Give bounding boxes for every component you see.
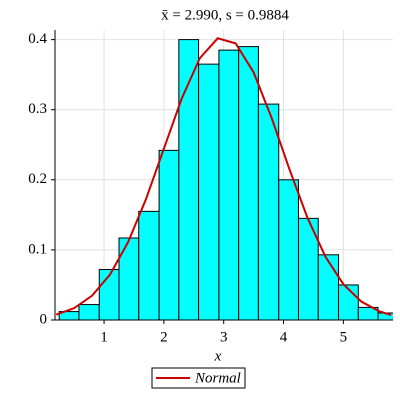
y-tick-label: 0.2 (28, 171, 47, 187)
bar (317, 254, 340, 320)
bar (238, 46, 259, 320)
bars (58, 39, 393, 320)
legend-box (151, 367, 246, 389)
curves (55, 37, 392, 316)
bar (78, 304, 100, 320)
legend: Normal (151, 367, 246, 389)
bar (158, 149, 180, 320)
bar (377, 312, 393, 320)
normal-curve (55, 37, 392, 316)
x-tick-label: 4 (280, 329, 288, 345)
chart-title: x̄ = 2.990, s = 0.9884 (161, 7, 289, 23)
x-tick-label: 2 (160, 329, 168, 345)
x-tick-label: 1 (100, 329, 108, 345)
axes: 0 0.1 0.2 0.3 0.4 1 2 3 4 5 (28, 30, 393, 345)
bar (198, 63, 220, 320)
y-tick-label: 0.1 (28, 241, 47, 257)
legend-label: Normal (194, 370, 241, 386)
x-axis-label: x (214, 348, 222, 364)
x-tick-label: 5 (340, 329, 348, 345)
bar (118, 237, 140, 320)
y-tick-label: 0.4 (28, 31, 47, 47)
bar (218, 49, 240, 320)
bar (257, 103, 280, 320)
x-tick-label: 3 (220, 329, 228, 345)
y-tick-label: 0 (40, 311, 48, 327)
bar (138, 210, 160, 320)
bar (278, 179, 299, 320)
y-tick-label: 0.3 (28, 101, 47, 117)
